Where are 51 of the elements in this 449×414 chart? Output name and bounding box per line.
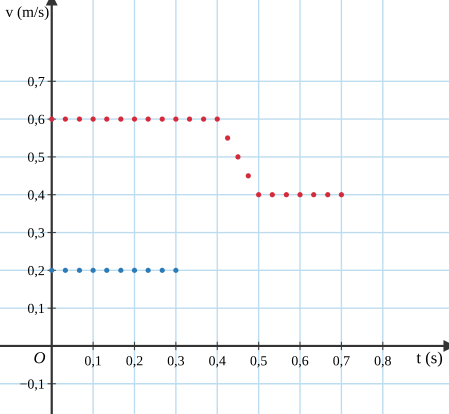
x-axis-title: t (s) bbox=[416, 352, 442, 367]
point bbox=[76, 268, 82, 273]
point bbox=[214, 116, 220, 122]
point bbox=[104, 116, 110, 122]
point bbox=[62, 268, 68, 273]
y-tick-label: 0,6 bbox=[28, 114, 44, 126]
annotation: O bbox=[34, 352, 46, 364]
x-tick-label: 0,1 bbox=[84, 356, 101, 368]
x-tick-label: 0,4 bbox=[209, 356, 226, 368]
x-tick-label: 0,6 bbox=[292, 356, 308, 368]
point bbox=[90, 268, 96, 273]
point bbox=[256, 192, 262, 198]
point bbox=[297, 192, 303, 198]
x-tick-label: 0,7 bbox=[333, 356, 350, 368]
point bbox=[118, 268, 124, 273]
point bbox=[225, 135, 230, 141]
point bbox=[270, 192, 275, 198]
point bbox=[132, 116, 138, 122]
point bbox=[201, 116, 206, 122]
point bbox=[132, 268, 138, 273]
point bbox=[104, 268, 110, 273]
point bbox=[186, 116, 192, 122]
point bbox=[90, 116, 96, 122]
point bbox=[338, 192, 344, 198]
y-tick-label: −0,1 bbox=[20, 379, 44, 391]
point bbox=[76, 116, 82, 122]
x-tick-label: 0,5 bbox=[250, 356, 267, 368]
point bbox=[325, 192, 330, 198]
point bbox=[160, 268, 165, 273]
x-tick-label: 0,3 bbox=[168, 356, 184, 368]
point bbox=[62, 116, 68, 122]
point bbox=[235, 154, 241, 160]
y-tick-label: 0,3 bbox=[28, 228, 44, 240]
y-tick-label: 0,4 bbox=[28, 190, 45, 202]
point bbox=[246, 173, 251, 178]
point bbox=[49, 116, 54, 122]
point bbox=[311, 192, 316, 198]
point bbox=[173, 268, 178, 273]
point bbox=[146, 268, 151, 273]
x-tick-label: 0,8 bbox=[374, 356, 391, 368]
point bbox=[284, 192, 289, 198]
y-tick-label: 0,1 bbox=[28, 304, 44, 316]
point bbox=[160, 116, 165, 122]
y-axis-title: v (m/s) bbox=[6, 6, 49, 20]
point bbox=[118, 116, 124, 122]
y-tick-label: 0,2 bbox=[28, 266, 44, 278]
point bbox=[173, 116, 178, 122]
y-tick-label: 0,5 bbox=[28, 152, 44, 164]
point bbox=[146, 116, 151, 122]
x-tick-label: 0,2 bbox=[126, 356, 142, 368]
y-tick-label: 0,7 bbox=[28, 76, 44, 88]
